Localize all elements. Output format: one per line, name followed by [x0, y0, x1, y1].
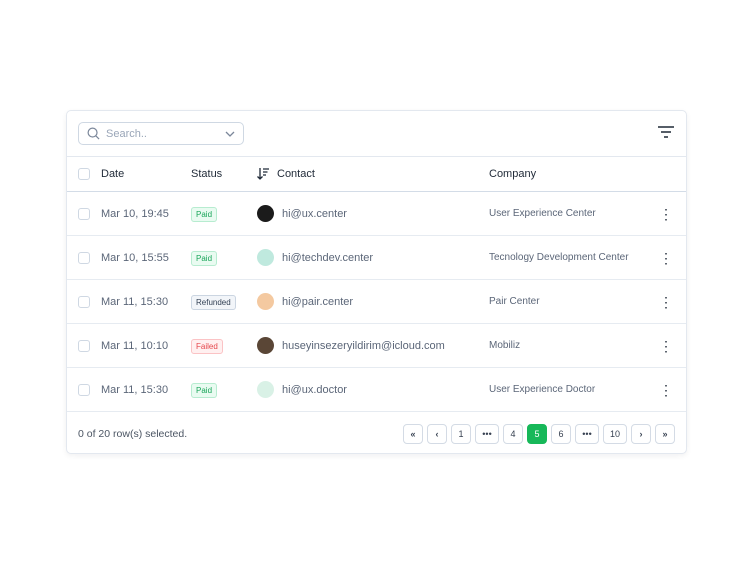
row-company: User Experience Doctor — [489, 384, 596, 395]
table-footer: 0 of 20 row(s) selected. « ‹ 1 ••• 4 5 6 ••• 1… — [67, 412, 686, 455]
row-date: Mar 11, 15:30 — [101, 295, 169, 308]
search-select[interactable] — [78, 122, 244, 145]
row-contact: huseyinsezeryildirim@icloud.com — [282, 339, 445, 352]
status-badge: Refunded — [191, 294, 236, 310]
prev-page-button[interactable]: ‹ — [427, 423, 447, 444]
row-date: Mar 10, 19:45 — [101, 207, 169, 220]
status-badge: Paid — [191, 382, 218, 398]
avatar — [257, 249, 274, 266]
avatar — [257, 293, 274, 310]
row-date: Mar 10, 15:55 — [101, 251, 169, 264]
more-options-icon[interactable]: ⋮ — [659, 337, 673, 354]
page-button[interactable]: 4 — [503, 423, 523, 444]
table-row[interactable]: Mar 11, 10:10 Failed huseyinsezeryildiri… — [67, 324, 686, 368]
row-checkbox[interactable] — [78, 383, 90, 396]
selection-count: 0 of 20 row(s) selected. — [78, 427, 188, 440]
row-checkbox[interactable] — [78, 295, 90, 308]
page-button[interactable]: 10 — [603, 423, 627, 444]
chevron-down-icon[interactable] — [225, 131, 235, 137]
page-button[interactable]: 5 — [527, 423, 547, 444]
row-contact: hi@ux.doctor — [282, 383, 347, 396]
select-all-checkbox[interactable] — [78, 168, 90, 180]
row-date: Mar 11, 10:10 — [101, 339, 169, 352]
column-contact[interactable]: Contact — [257, 168, 315, 180]
table-row[interactable]: Mar 10, 15:55 Paid hi@techdev.center Tec… — [67, 236, 686, 280]
row-date: Mar 11, 15:30 — [101, 383, 169, 396]
more-options-icon[interactable]: ⋮ — [659, 249, 673, 266]
sort-descending-icon[interactable] — [257, 168, 269, 180]
avatar — [257, 337, 274, 354]
column-contact-label: Contact — [277, 168, 315, 180]
column-date[interactable]: Date — [101, 168, 125, 180]
page-button[interactable]: 6 — [551, 423, 571, 444]
transactions-table-card: Date Status Contact Company Mar 10, 19:4… — [66, 110, 687, 454]
ellipsis-button[interactable]: ••• — [575, 423, 599, 444]
table-header: Date Status Contact Company — [67, 157, 686, 192]
pagination: « ‹ 1 ••• 4 5 6 ••• 10 › » — [403, 423, 675, 444]
table-row[interactable]: Mar 11, 15:30 Paid hi@ux.doctor User Exp… — [67, 368, 686, 412]
more-options-icon[interactable]: ⋮ — [659, 381, 673, 398]
row-contact: hi@pair.center — [282, 295, 354, 308]
toolbar — [67, 111, 686, 157]
more-options-icon[interactable]: ⋮ — [659, 205, 673, 222]
avatar — [257, 381, 274, 398]
row-checkbox[interactable] — [78, 339, 90, 352]
next-page-button[interactable]: › — [631, 423, 651, 444]
row-contact: hi@techdev.center — [282, 251, 374, 264]
status-badge: Paid — [191, 206, 218, 222]
row-company: Pair Center — [489, 296, 540, 307]
table-row[interactable]: Mar 11, 15:30 Refunded hi@pair.center Pa… — [67, 280, 686, 324]
filter-icon[interactable] — [658, 126, 674, 138]
ellipsis-button[interactable]: ••• — [475, 423, 499, 444]
page-button[interactable]: 1 — [451, 423, 471, 444]
search-icon — [87, 127, 100, 140]
avatar — [257, 205, 274, 222]
row-company: Mobiliz — [489, 340, 521, 351]
row-company: Tecnology Development Center — [489, 252, 629, 263]
status-badge: Failed — [191, 338, 223, 354]
row-company: User Experience Center — [489, 208, 596, 219]
search-input[interactable] — [106, 127, 219, 140]
row-checkbox[interactable] — [78, 207, 90, 220]
row-checkbox[interactable] — [78, 251, 90, 264]
column-company[interactable]: Company — [489, 168, 537, 180]
row-contact: hi@ux.center — [282, 207, 347, 220]
more-options-icon[interactable]: ⋮ — [659, 293, 673, 310]
table-row[interactable]: Mar 10, 19:45 Paid hi@ux.center User Exp… — [67, 192, 686, 236]
last-page-button[interactable]: » — [655, 423, 675, 444]
first-page-button[interactable]: « — [403, 423, 423, 444]
status-badge: Paid — [191, 250, 218, 266]
column-status[interactable]: Status — [191, 168, 223, 180]
